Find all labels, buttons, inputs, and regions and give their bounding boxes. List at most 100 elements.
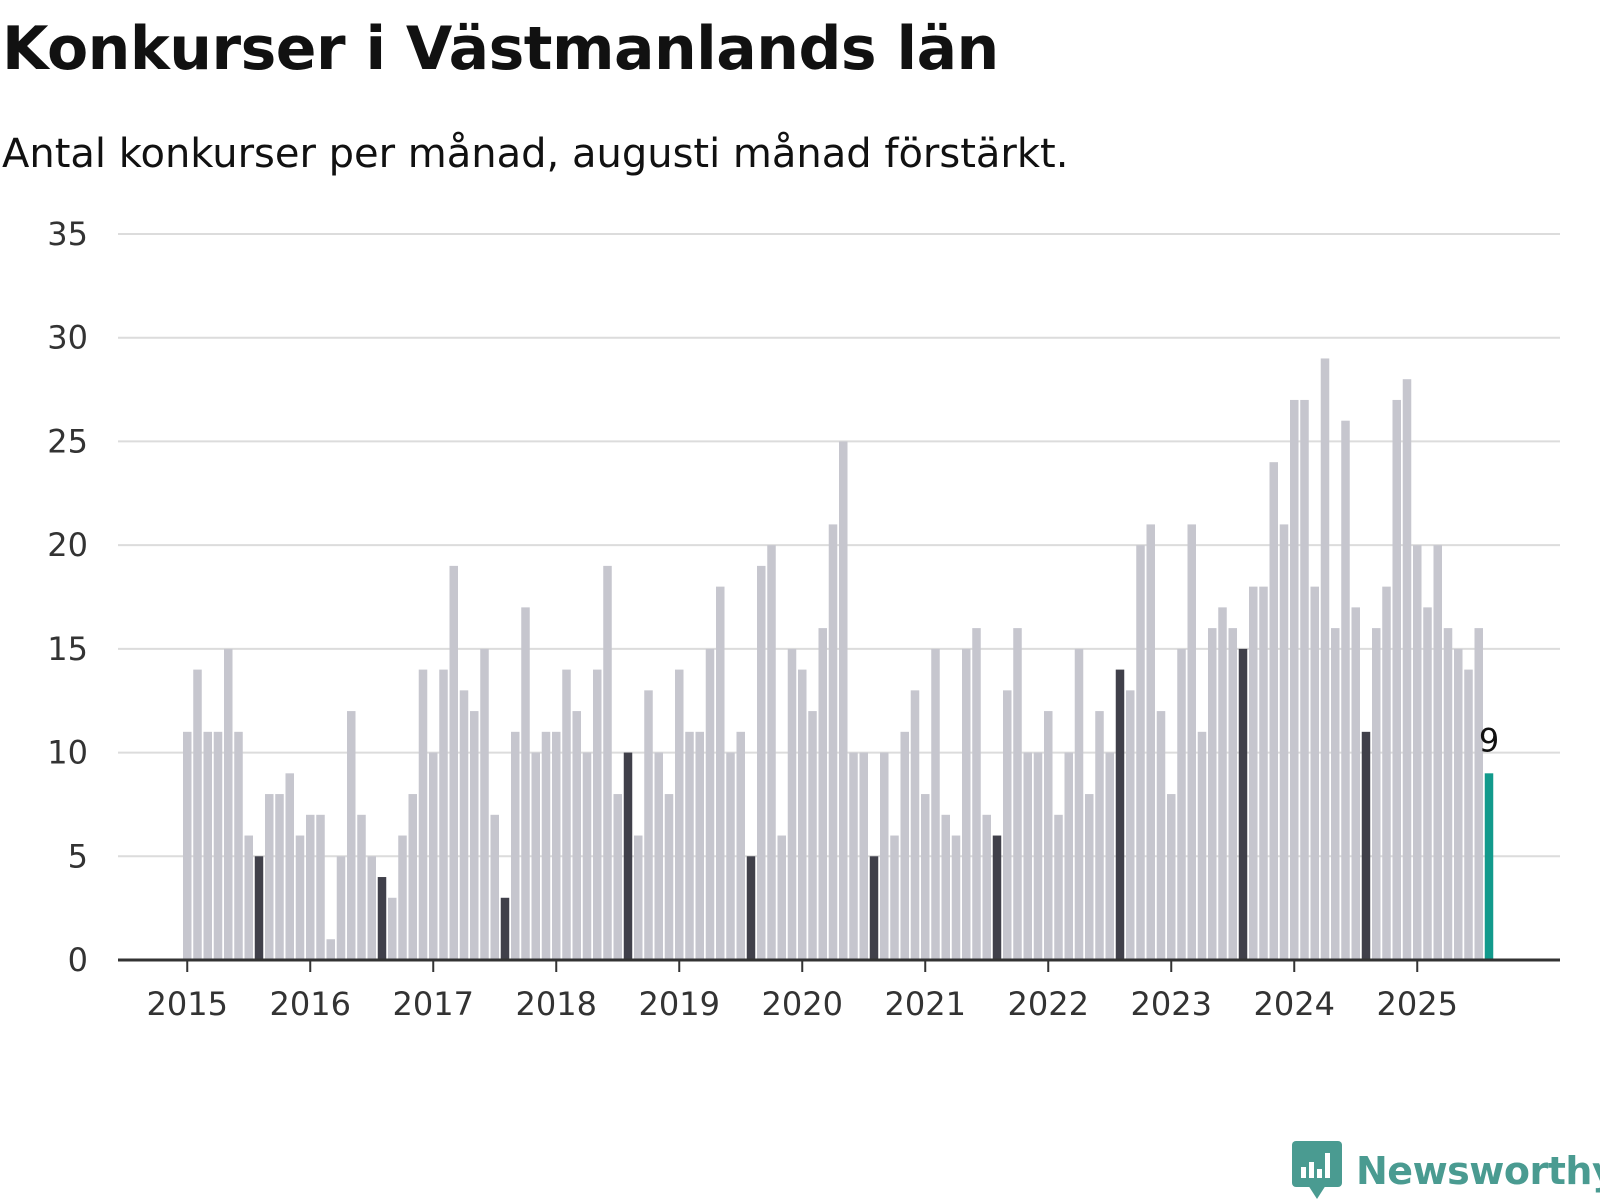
bar xyxy=(1197,731,1207,960)
x-tick-label: 2021 xyxy=(885,985,966,1023)
bar xyxy=(1208,628,1217,960)
bar xyxy=(1126,690,1135,960)
bar xyxy=(552,731,561,960)
bar xyxy=(500,897,510,960)
x-tick-label: 2018 xyxy=(516,985,597,1023)
bar xyxy=(295,835,305,960)
bar xyxy=(572,711,581,960)
bar xyxy=(224,648,233,960)
bar xyxy=(1392,399,1401,960)
bar xyxy=(1146,524,1155,960)
bar xyxy=(429,752,438,960)
y-tick-label: 0 xyxy=(68,941,88,979)
bar xyxy=(408,794,417,960)
x-tick-label: 2025 xyxy=(1377,985,1458,1023)
bar xyxy=(1341,420,1350,961)
bar xyxy=(695,731,704,960)
annotations: 9 xyxy=(1479,721,1499,759)
bar xyxy=(480,648,489,960)
bar xyxy=(531,752,540,960)
bar xyxy=(1033,752,1043,960)
bar xyxy=(1095,711,1104,960)
bar xyxy=(1279,524,1289,960)
bar xyxy=(582,752,592,960)
bar xyxy=(890,835,899,960)
x-tick-label: 2020 xyxy=(762,985,843,1023)
bar xyxy=(941,814,950,960)
bar xyxy=(459,690,469,960)
bar xyxy=(757,565,766,960)
bar xyxy=(880,752,889,960)
bar xyxy=(1331,628,1340,960)
y-tick-label: 5 xyxy=(68,837,88,875)
bar xyxy=(664,794,674,960)
bar xyxy=(347,711,356,960)
bar xyxy=(1259,586,1268,960)
bar xyxy=(418,669,428,960)
bar xyxy=(213,731,223,960)
bar xyxy=(1290,399,1299,960)
bar xyxy=(685,731,694,960)
bar xyxy=(367,856,376,960)
bar xyxy=(603,565,612,960)
bar xyxy=(1351,607,1360,960)
bar xyxy=(203,731,212,960)
bar xyxy=(1454,648,1463,960)
bar xyxy=(951,835,961,960)
bar xyxy=(839,441,848,960)
bar xyxy=(654,752,663,960)
bar xyxy=(275,794,284,960)
bar xyxy=(849,752,858,960)
y-tick-label: 30 xyxy=(47,319,88,357)
bar xyxy=(388,897,397,960)
bar xyxy=(265,794,274,960)
bar xyxy=(777,835,786,960)
y-axis-tick-labels: 0 5 10 15 20 25 30 35 xyxy=(47,215,88,979)
y-tick-label: 25 xyxy=(47,422,88,460)
bar xyxy=(1361,731,1371,960)
bar xyxy=(1177,648,1186,960)
bar xyxy=(541,731,551,960)
bar xyxy=(962,648,971,960)
bar xyxy=(193,669,202,960)
bar xyxy=(921,794,930,960)
y-tick-label: 10 xyxy=(47,734,88,772)
y-tick-label: 15 xyxy=(47,630,88,668)
bar xyxy=(1023,752,1032,960)
bar xyxy=(511,731,520,960)
bar xyxy=(521,607,530,960)
y-tick-label: 35 xyxy=(47,215,88,253)
bar xyxy=(1320,358,1330,960)
bar xyxy=(1413,545,1422,960)
chart-title: Konkurser i Västmanlands län xyxy=(2,14,999,84)
bar xyxy=(746,856,756,960)
bar xyxy=(1238,648,1248,960)
bar xyxy=(808,711,817,960)
bar xyxy=(705,648,715,960)
bar xyxy=(244,835,253,960)
bar xyxy=(1187,524,1196,960)
bar xyxy=(326,939,335,960)
bar xyxy=(357,814,366,960)
bar xyxy=(767,545,776,960)
bar xyxy=(828,524,838,960)
chart-subtitle: Antal konkurser per månad, augusti månad… xyxy=(2,131,1069,177)
last-value-label: 9 xyxy=(1479,721,1499,759)
bar xyxy=(1474,628,1483,960)
x-tick-label: 2023 xyxy=(1131,985,1212,1023)
bar xyxy=(1013,628,1022,960)
bar xyxy=(1085,794,1094,960)
bar xyxy=(1074,648,1084,960)
x-tick-label: 2022 xyxy=(1008,985,1089,1023)
x-tick-label: 2015 xyxy=(147,985,228,1023)
bar xyxy=(1249,586,1258,960)
bar xyxy=(490,814,499,960)
bar xyxy=(931,648,940,960)
bar xyxy=(285,773,294,960)
brand-name: Newsworthy xyxy=(1356,1149,1600,1193)
bar xyxy=(787,648,797,960)
bar xyxy=(1423,607,1432,960)
bar xyxy=(336,856,346,960)
bar xyxy=(398,835,407,960)
